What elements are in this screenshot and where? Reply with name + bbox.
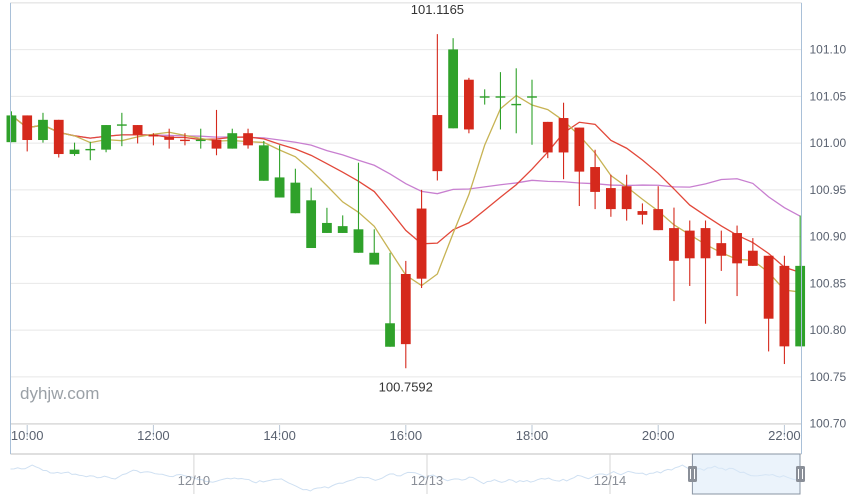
svg-text:12:00: 12:00 — [137, 428, 170, 443]
svg-text:100.80: 100.80 — [810, 323, 847, 337]
svg-text:12/13: 12/13 — [411, 473, 444, 488]
svg-text:16:00: 16:00 — [390, 428, 423, 443]
svg-text:14:00: 14:00 — [263, 428, 296, 443]
svg-text:101.05: 101.05 — [810, 89, 847, 103]
svg-text:22:00: 22:00 — [768, 428, 801, 443]
svg-text:101.1165: 101.1165 — [411, 2, 464, 17]
svg-text:100.70: 100.70 — [810, 417, 847, 431]
svg-text:100.75: 100.75 — [810, 370, 847, 384]
svg-text:101.00: 101.00 — [810, 136, 847, 150]
svg-text:100.90: 100.90 — [810, 230, 847, 244]
svg-text:100.7592: 100.7592 — [379, 380, 433, 395]
svg-text:12/10: 12/10 — [178, 473, 211, 488]
svg-text:100.95: 100.95 — [810, 183, 847, 197]
svg-text:101.10: 101.10 — [810, 43, 847, 57]
svg-text:20:00: 20:00 — [642, 428, 675, 443]
svg-text:12/14: 12/14 — [594, 473, 627, 488]
svg-text:10:00: 10:00 — [11, 428, 44, 443]
svg-text:18:00: 18:00 — [516, 428, 549, 443]
svg-text:100.85: 100.85 — [810, 276, 847, 290]
